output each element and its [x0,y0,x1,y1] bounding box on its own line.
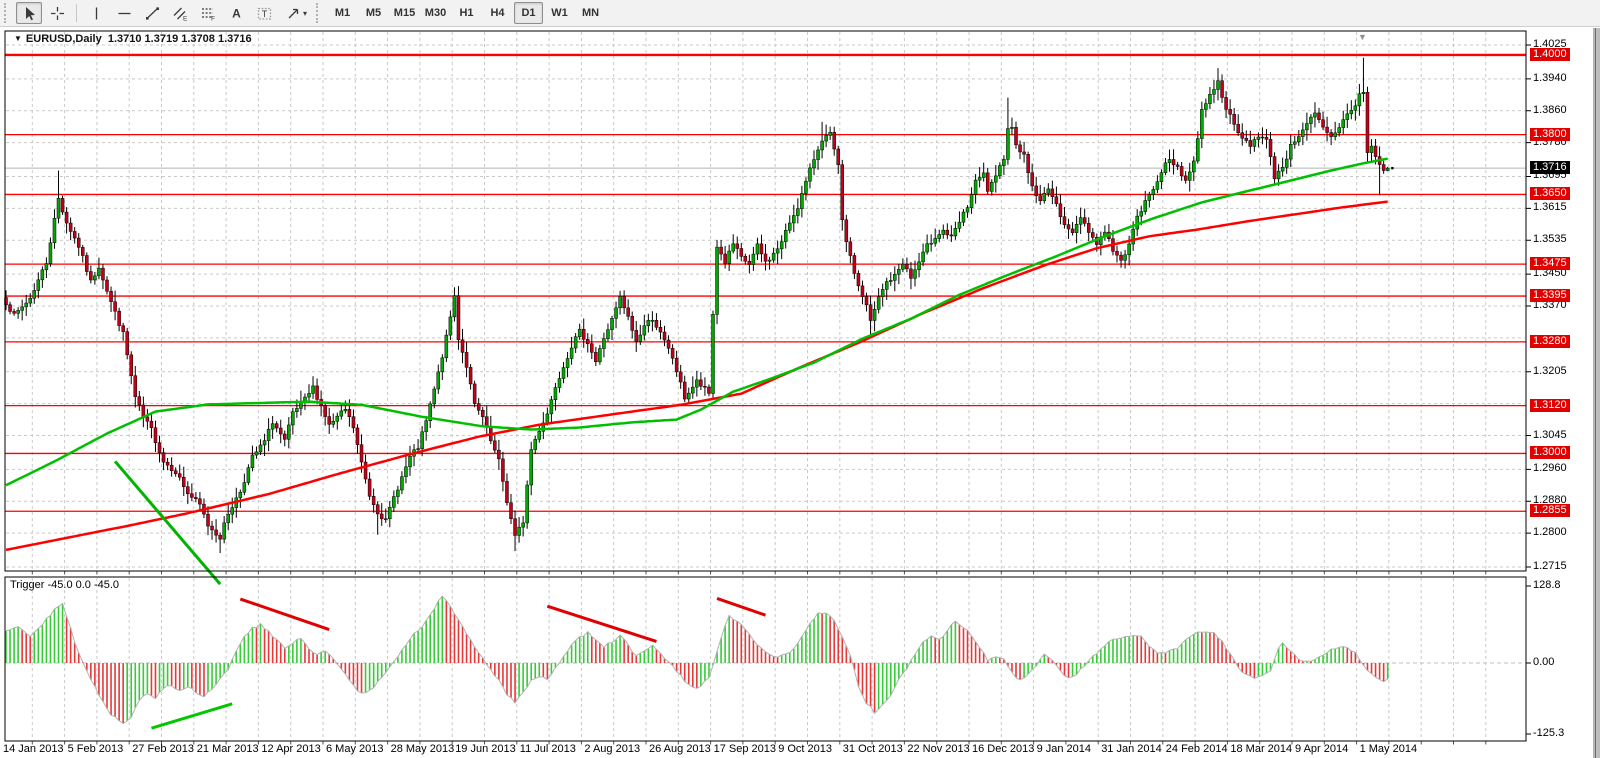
osc-trendline[interactable] [546,604,657,643]
timeframe-m1-button[interactable]: M1 [328,2,357,24]
svg-text:F: F [211,15,215,22]
timeframe-m30-button[interactable]: M30 [421,2,450,24]
text-label-tool-button[interactable]: T [251,2,277,24]
timeframe-w1-button[interactable]: W1 [545,2,574,24]
timeframe-mn-button[interactable]: MN [576,2,605,24]
svg-text:T: T [261,9,267,19]
candles-layer [4,57,1394,554]
osc-trendline[interactable] [716,597,767,617]
fibonacci-icon: F [201,7,215,22]
fast-ma-line [5,157,1388,487]
horizontal-line-icon [118,12,130,14]
timeframe-m5-button[interactable]: M5 [359,2,388,24]
toolbar: E F A T ▾ M1 M5 M15 M30 H1 H4 D1 W1 MN [0,0,1600,27]
equidistant-channel-tool-button[interactable]: E [167,2,193,24]
timeframe-h1-button[interactable]: H1 [452,2,481,24]
toolbar-tools-group: E F A T ▾ [15,2,314,24]
vertical-line-icon [95,7,97,19]
oscillator-envelope [5,595,1388,725]
fibonacci-tool-button[interactable]: F [195,2,221,24]
crosshair-icon [50,6,64,20]
toolbar-grip-2[interactable] [316,3,323,23]
trendline-tool-button[interactable] [139,2,165,24]
toolbar-separator [76,4,77,22]
arrows-tool-button[interactable]: ▾ [279,2,313,24]
slow-ma-line [5,200,1388,552]
vertical-line-tool-button[interactable] [83,2,109,24]
support-resistance-lines [5,53,1526,512]
osc-trendline[interactable] [151,702,233,730]
window-edge-strip [1595,28,1600,758]
osc-trendline[interactable] [239,597,330,631]
equidistant-channel-icon: E [173,7,188,22]
pane-borders [4,28,1595,758]
trendlines-layer [113,460,767,730]
chevron-down-icon: ▾ [302,8,307,18]
cursor-tool-button[interactable] [16,2,42,24]
text-tool-button[interactable]: A [223,2,249,24]
svg-text:A: A [232,6,241,20]
cursor-icon [25,6,35,20]
timeframe-d1-button[interactable]: D1 [514,2,543,24]
main-trendline[interactable] [113,460,222,586]
text-icon: A [232,6,241,20]
svg-text:E: E [183,15,188,22]
trendline-icon [145,6,159,20]
moving-averages-layer [5,157,1388,552]
timeframe-m15-button[interactable]: M15 [390,2,419,24]
timeframe-h4-button[interactable]: H4 [483,2,512,24]
toolbar-timeframes-group: M1 M5 M15 M30 H1 H4 D1 W1 MN [327,2,606,24]
toolbar-grip[interactable] [4,3,11,23]
arrows-icon [288,8,299,18]
crosshair-tool-button[interactable] [44,2,70,24]
oscillator-layer [5,595,1389,725]
horizontal-line-tool-button[interactable] [111,2,137,24]
text-label-icon: T [257,7,271,20]
